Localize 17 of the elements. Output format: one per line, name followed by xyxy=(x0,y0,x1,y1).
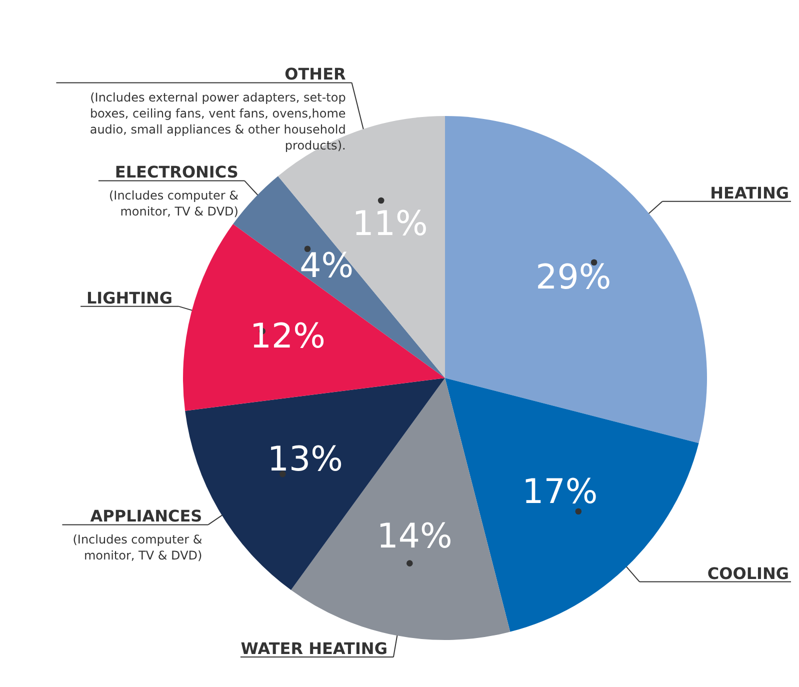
slice-label: OTHER xyxy=(284,64,346,84)
text: (Includes computer & monitor, TV & DVD) xyxy=(72,532,202,563)
text: (Includes computer & monitor, TV & DVD) xyxy=(108,188,238,219)
data-label: 14% xyxy=(376,516,452,557)
slice-label: WATER HEATING xyxy=(240,639,388,658)
data-label: 17% xyxy=(522,472,598,512)
data-label: 4% xyxy=(300,246,354,286)
pie-slice xyxy=(445,116,707,444)
slice-label: LIGHTING xyxy=(86,288,173,308)
data-label: 29% xyxy=(536,257,612,298)
data-label: 12% xyxy=(250,316,326,357)
data-label: 13% xyxy=(267,440,343,480)
slice-label: APPLIANCES xyxy=(90,506,202,526)
text: (Includes external power adapters, set-top boxes, ceiling fans, vent fans, ovens,home audio, small appliances & other household products). xyxy=(90,90,346,153)
slice-label: HEATING xyxy=(710,183,789,202)
slice-label: ELECTRONICS xyxy=(114,162,238,182)
slice-label: COOLING xyxy=(707,564,789,583)
